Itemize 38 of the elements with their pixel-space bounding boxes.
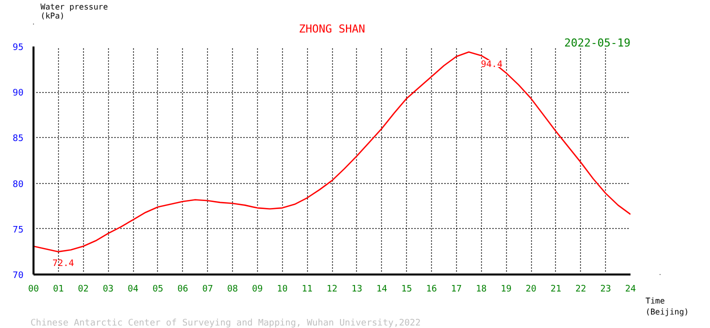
text: Chinese Antarctic Center of Surveying and Mapping, Wuhan University,2022	[30, 318, 421, 328]
y-tick-label: 80	[12, 180, 24, 190]
x-tick-label: 06	[177, 284, 188, 294]
x-tick-label: 19	[500, 284, 512, 294]
y-axis-title: Water pressure (kPa)	[40, 2, 108, 20]
x-tick-label: 09	[252, 284, 263, 294]
x-tick-label: 20	[526, 284, 536, 294]
y-tick-label: 70	[12, 271, 24, 281]
y-tick-label: 75	[12, 225, 24, 236]
x-tick-label: 07	[202, 284, 214, 294]
annotation: 72.4	[52, 259, 74, 270]
x-tick-label: 17	[450, 284, 462, 294]
x-tick-label: 21	[550, 284, 562, 294]
x-tick-label: 13	[351, 284, 362, 294]
y-tick-label: 90	[12, 88, 24, 99]
x-tick-label: 22	[575, 284, 586, 294]
x-tick-label: 18	[476, 284, 487, 294]
x-tick-label: 00	[28, 284, 39, 294]
line-series	[34, 51, 630, 252]
x-tick-label: 03	[102, 284, 114, 294]
x-tick-label: 11	[302, 284, 313, 294]
x-tick-label: 15	[401, 284, 412, 294]
x-axis-title: Time (Beijing)	[646, 296, 689, 316]
chart-subtitle: 2022-05-19	[564, 36, 631, 50]
x-tick-label: 23	[600, 284, 612, 294]
chart-title: ZHONG SHAN	[298, 22, 366, 36]
x-tick-label: 14	[376, 284, 388, 294]
x-tick-label: 16	[426, 284, 437, 294]
x-tick-label: 01	[52, 284, 64, 294]
x-tick-label: 12	[326, 284, 338, 294]
x-tick-label: 08	[227, 284, 238, 294]
x-tick-label: 10	[276, 284, 288, 294]
y-tick-label: 85	[12, 134, 24, 144]
x-tick-label: 05	[152, 284, 164, 294]
y-tick-label: 95	[12, 43, 24, 53]
x-tick-label: 24	[625, 284, 636, 294]
x-tick-label: 04	[128, 284, 138, 294]
x-tick-label: 02	[78, 284, 89, 294]
